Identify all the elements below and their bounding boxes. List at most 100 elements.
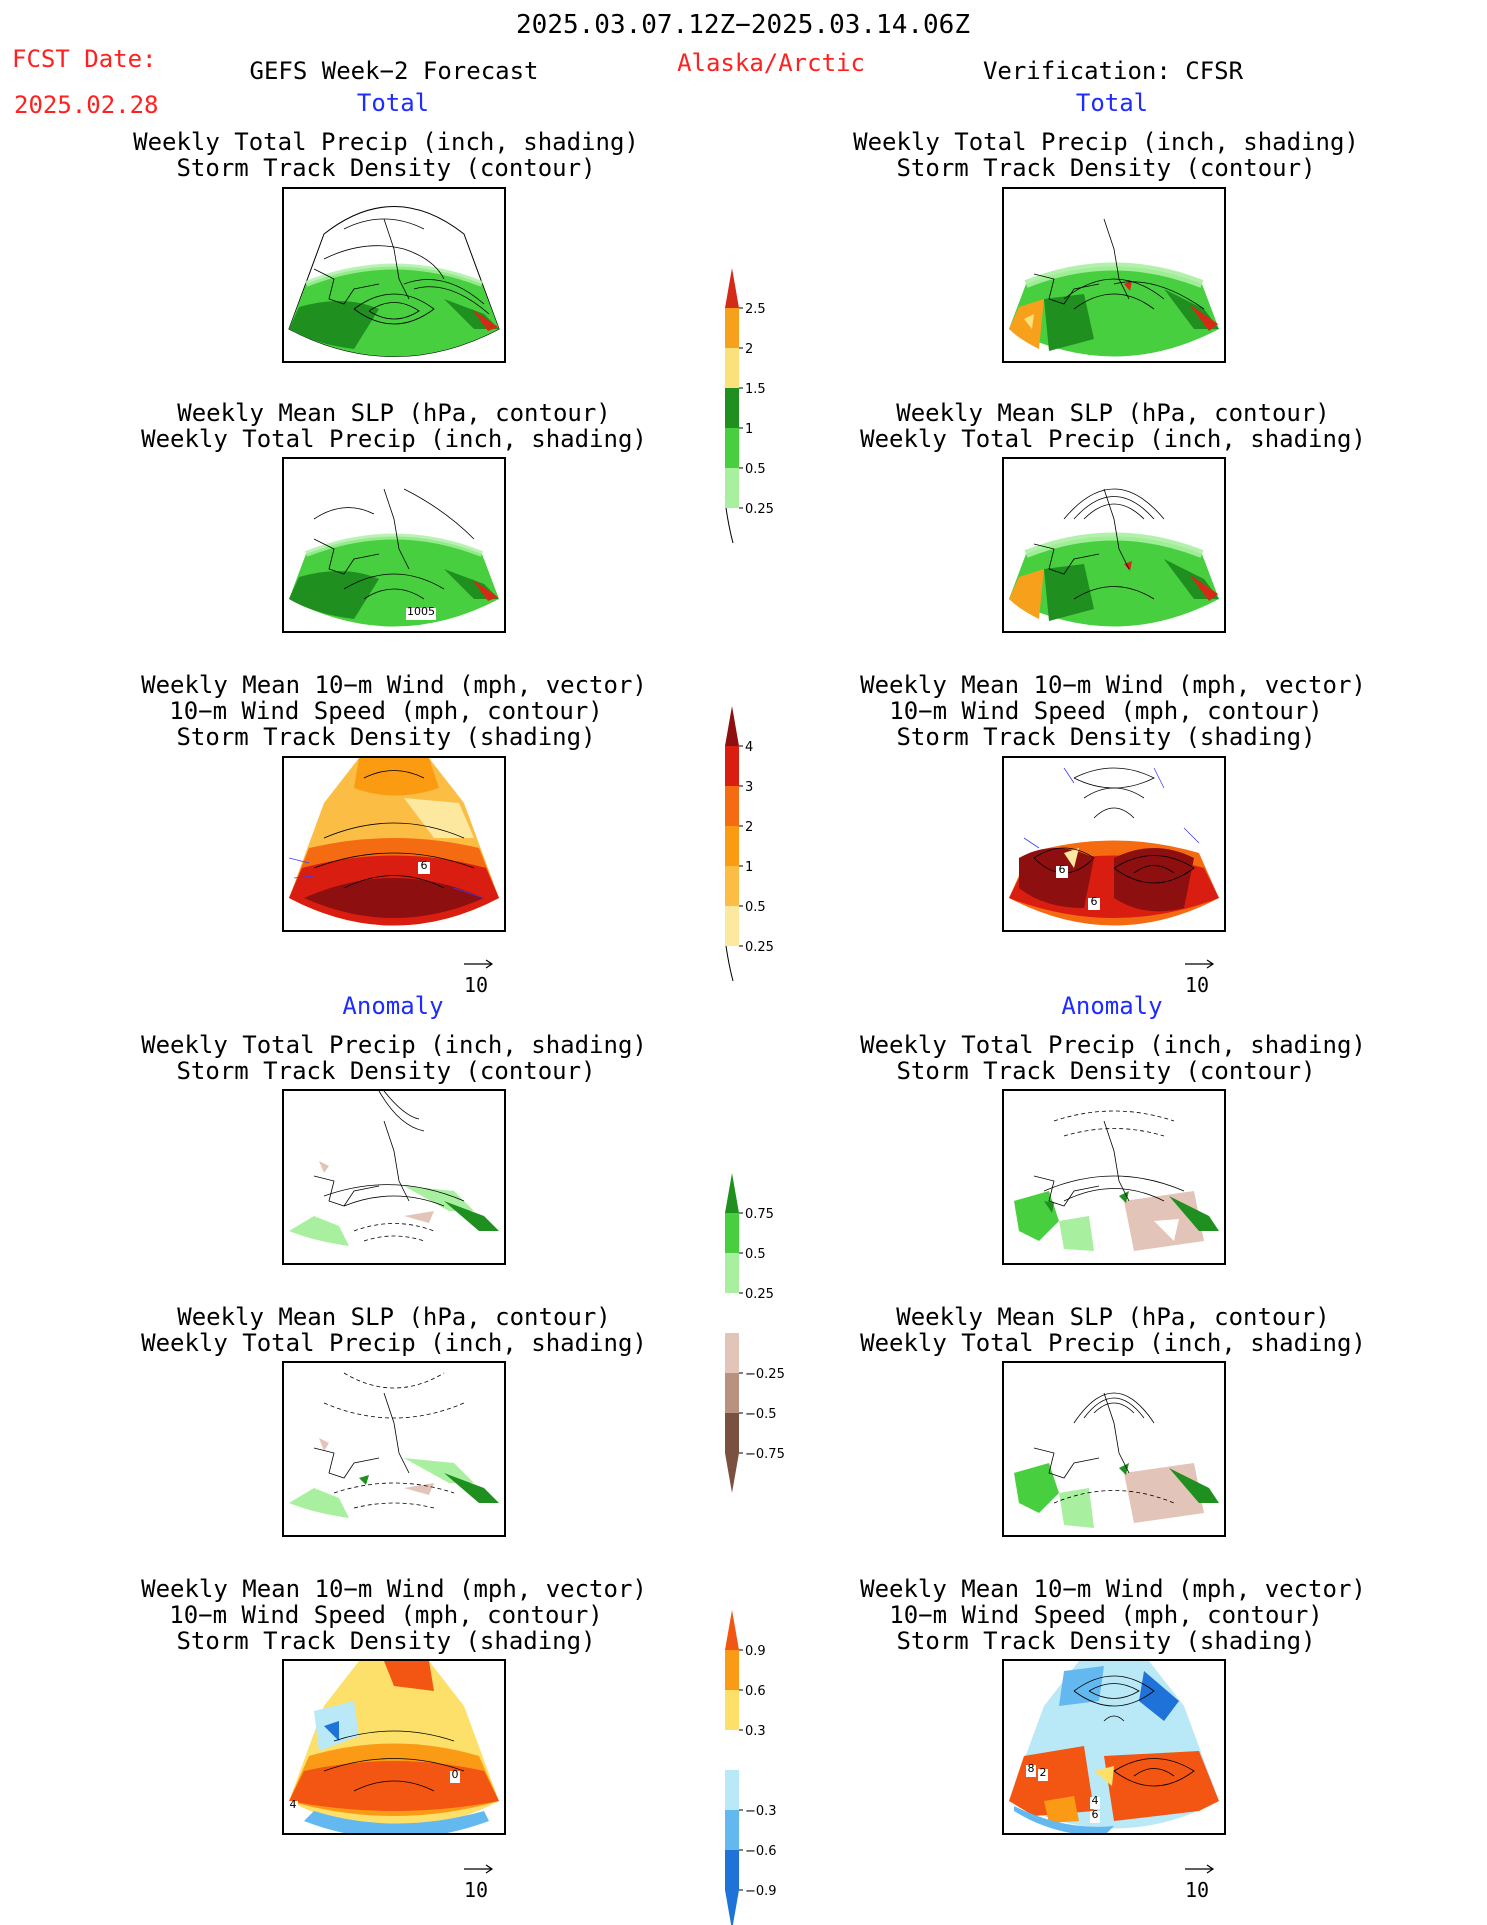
title-anom-precip-track-2-left: Storm Track Density (contour) [176,1057,596,1085]
colorbar-tick-label: −0.9 [745,1884,777,1899]
verification-title: Verification: CFSR [982,57,1244,85]
colorbar-segment [725,468,739,508]
wind-anom-contour-label-a: 8 [1027,1762,1035,1775]
map-anom-precip-left [289,1091,499,1246]
map-panel-total-slp-right [1002,457,1226,633]
map-anom-wind-right [1009,1661,1219,1833]
colorbar-svg: 0.9 0.6 0.3 −0.3 −0.6 −0.9 [725,1610,777,1925]
colorbar-tick-label: 0.5 [745,1247,766,1262]
colorbar-segment [725,906,739,946]
colorbar-tick-label: 0.25 [745,1287,774,1302]
vector-reference-total-right: 10 [1185,959,1215,997]
map-total-slp-right [1009,488,1219,627]
map-anom-slp-left [289,1372,499,1518]
colorbar-tick-label: −0.5 [745,1407,777,1422]
vector-reference-label: 10 [464,973,489,997]
colorbar-segment [725,1213,739,1253]
arrow-right-icon [1185,959,1215,969]
colorbar-svg: 4 3 2 1 0.5 0.25 [725,706,774,982]
map-panel-total-wind-left: 6 [282,756,506,932]
title-anom-wind-track-1-right: Weekly Mean 10−m Wind (mph, vector) [860,1575,1366,1603]
wind-contour-label-b: 6 [1090,895,1098,908]
title-anom-slp-precip-2-left: Weekly Total Precip (inch, shading) [141,1329,647,1357]
title-anom-slp-precip-1-right: Weekly Mean SLP (hPa, contour) [896,1303,1330,1331]
colorbar-segment [725,1730,739,1770]
slp-contour-label: 1005 [407,605,435,618]
title-wind-track-3-left: Storm Track Density (shading) [176,723,596,751]
arrow-right-icon [464,1864,494,1874]
title-wind-track-2-right: 10−m Wind Speed (mph, contour) [889,697,1323,725]
arrow-right-icon [464,959,494,969]
map-panel-total-precip-right [1002,187,1226,363]
map-total-precip-right [1009,218,1219,357]
colorbar-segment [725,1253,739,1293]
title-wind-track-1-right: Weekly Mean 10−m Wind (mph, vector) [860,671,1366,699]
section-anomaly-right: Anomaly [1061,992,1163,1020]
map-total-wind-right [1009,767,1219,926]
map-panel-anom-wind-right: 8 2 4 6 [1002,1659,1226,1835]
wind-contour-label-a: 6 [1058,863,1066,876]
colorbar-bottom-triangle [725,1453,739,1493]
colorbar-segment [725,786,739,826]
region-title: Alaska/Arctic [677,49,865,77]
title-wind-track-3-right: Storm Track Density (shading) [896,723,1316,751]
colorbar-top-triangle [725,268,739,308]
arrow-right-icon [1185,1864,1215,1874]
colorbar-tick-label: 2.5 [745,302,766,317]
vector-reference-label: 10 [1185,973,1210,997]
colorbar-svg: 2.5 2 1.5 1 0.5 0.25 [725,268,774,544]
map-total-slp-left [289,488,499,627]
vector-reference-anom-left: 10 [464,1864,494,1902]
colorbar-segment [725,428,739,468]
title-anom-slp-precip-2-right: Weekly Total Precip (inch, shading) [860,1329,1366,1357]
title-slp-precip-2-left: Weekly Total Precip (inch, shading) [141,425,647,453]
colorbar-segment [725,826,739,866]
colorbar-top-triangle [725,1610,739,1650]
date-range-title: 2025.03.07.12Z−2025.03.14.06Z [516,10,970,40]
colorbar-tick-label: 0.6 [745,1684,766,1699]
map-panel-total-slp-left: 1005 [282,457,506,633]
wind-anom-contour-label-b: 4 [289,1798,297,1811]
colorbar-tick-label: 0.5 [745,462,766,477]
colorbar-tick-label: 0.25 [745,940,774,955]
wind-anom-contour-label-c: 4 [1091,1794,1099,1807]
colorbar-top-triangle [725,1173,739,1213]
colorbar-segment [725,1770,739,1810]
colorbar-segment [725,1413,739,1453]
colorbar-precip-total: 2.5 2 1.5 1 0.5 0.25 [725,268,815,558]
colorbar-segment [725,1333,739,1373]
fcst-date-value: 2025.02.28 [14,91,159,119]
colorbar-segment [725,348,739,388]
title-precip-track-2-left: Storm Track Density (contour) [176,154,596,182]
wind-anom-contour-label-d: 6 [1091,1808,1099,1821]
map-anom-precip-right [1014,1110,1219,1251]
vector-reference-label: 10 [1185,1878,1210,1902]
colorbar-segment [725,388,739,428]
vector-reference-anom-right: 10 [1185,1864,1215,1902]
colorbar-tick-label: −0.6 [745,1844,777,1859]
colorbar-segment [725,1810,739,1850]
colorbar-bottom-triangle [725,1890,739,1925]
title-wind-track-2-left: 10−m Wind Speed (mph, contour) [169,697,603,725]
colorbar-track-total: 4 3 2 1 0.5 0.25 [725,706,815,996]
title-precip-track-1-right: Weekly Total Precip (inch, shading) [853,128,1359,156]
colorbar-segment [725,866,739,906]
colorbar-tail [725,507,734,544]
vector-reference-label: 10 [464,1878,489,1902]
colorbar-tick-label: 1 [745,860,753,875]
section-total-left: Total [356,89,430,117]
colorbar-segment [725,746,739,786]
colorbar-tick-label: −0.25 [745,1367,785,1382]
title-precip-track-2-right: Storm Track Density (contour) [896,154,1316,182]
title-anom-wind-track-2-left: 10−m Wind Speed (mph, contour) [169,1601,603,1629]
map-total-precip-left [288,206,500,357]
title-slp-precip-1-left: Weekly Mean SLP (hPa, contour) [177,399,611,427]
title-anom-wind-track-2-right: 10−m Wind Speed (mph, contour) [889,1601,1323,1629]
map-panel-anom-wind-left: 0 4 [282,1659,506,1835]
colorbar-tick-label: 3 [745,780,753,795]
title-precip-track-1-left: Weekly Total Precip (inch, shading) [133,128,639,156]
title-anom-wind-track-1-left: Weekly Mean 10−m Wind (mph, vector) [141,1575,647,1603]
map-panel-total-wind-right: 6 6 [1002,756,1226,932]
colorbar-svg: 0.75 0.5 0.25 −0.25 −0.5 −0.75 [725,1173,785,1493]
forecast-title: GEFS Week−2 Forecast [249,57,539,85]
